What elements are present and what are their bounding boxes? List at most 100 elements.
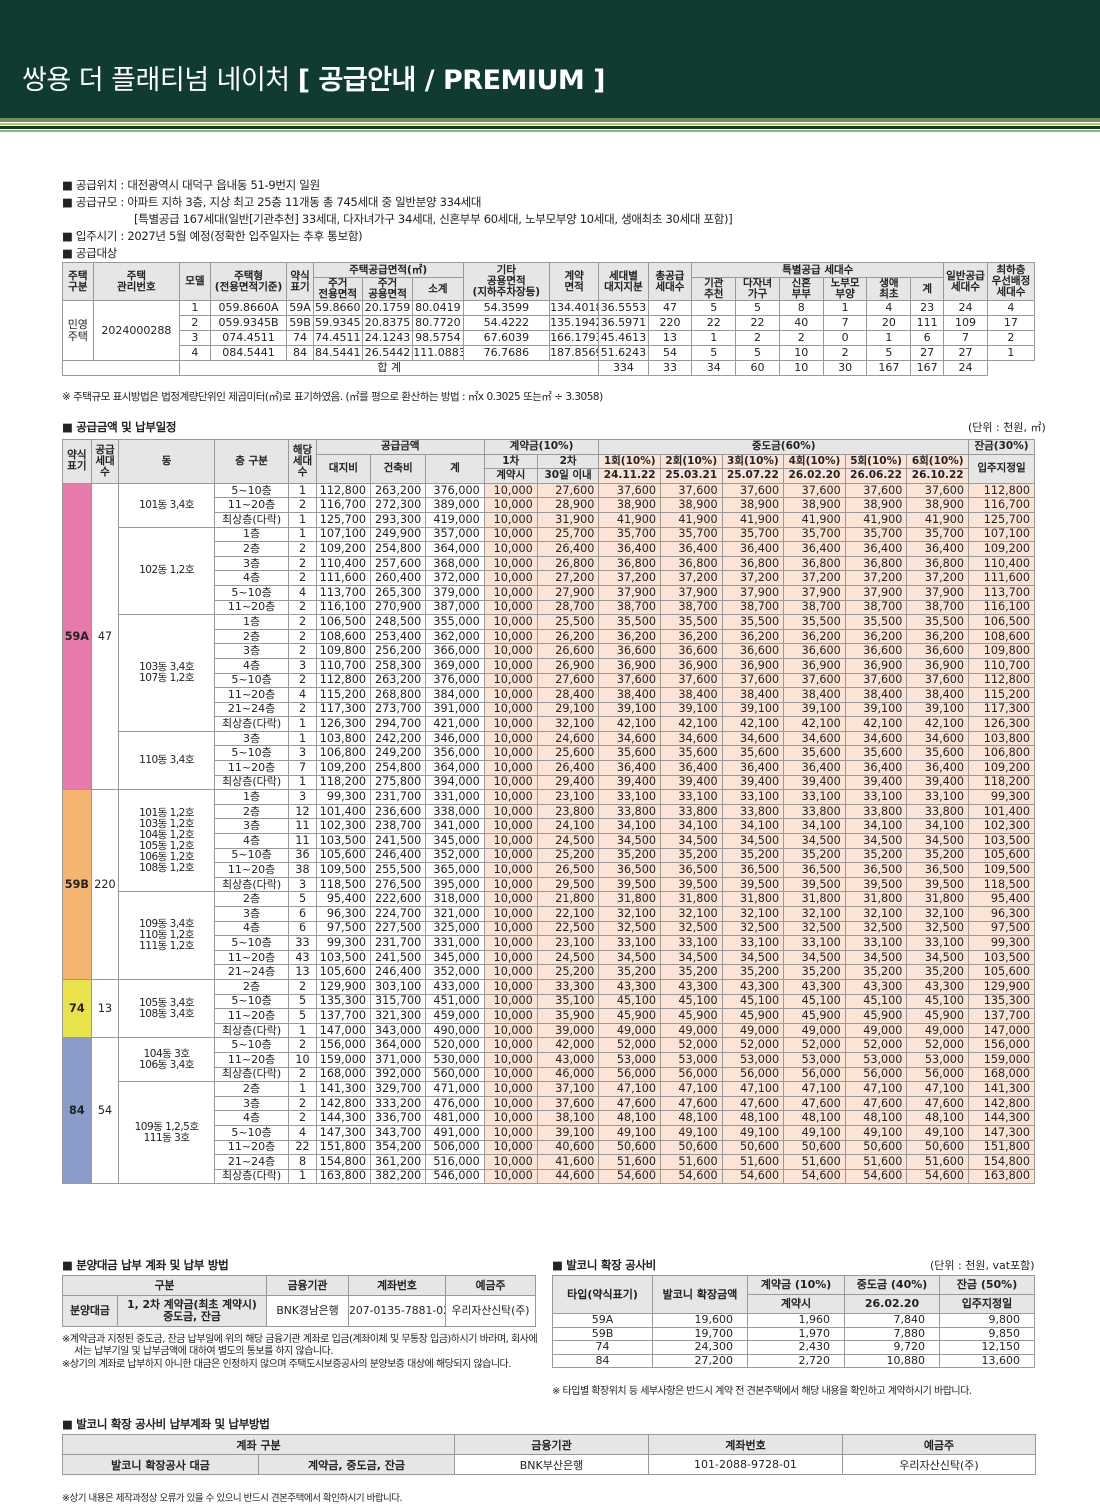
deposit-first: 10,000 xyxy=(483,774,538,791)
dong-cell: 110동 3,4호 xyxy=(118,730,215,791)
floor-cell: 3층 xyxy=(213,906,290,922)
floor-cell: 4층 xyxy=(213,570,290,586)
total-price: 379,000 xyxy=(425,584,485,601)
table-cell: 187.8569 xyxy=(549,345,600,361)
mid-payment: 32,500 xyxy=(906,920,969,937)
mid-payment: 39,100 xyxy=(598,701,661,718)
mid-payment: 32,100 xyxy=(844,906,908,922)
land-price: 118,500 xyxy=(315,876,372,893)
table-row: 74 24,300 2,430 9,720 12,150 xyxy=(552,1340,1035,1355)
mid-payment: 33,100 xyxy=(721,789,785,805)
building-price: 231,700 xyxy=(369,789,427,805)
mid-payment: 35,700 xyxy=(783,526,846,543)
land-price: 99,300 xyxy=(315,935,372,951)
floor-cell: 2층 xyxy=(213,1081,290,1097)
floor-cell: 4층 xyxy=(213,1110,290,1126)
mid-payment: 36,600 xyxy=(659,643,723,659)
table-row: 약식 표기 공급 세대 수 동 층 구분 해당 세대 수 공급금액 계약금(10%) 중도금(60%) 잔… xyxy=(62,439,1035,484)
building-price: 242,200 xyxy=(369,730,427,747)
table-row: 3 074.4511 74 74.4511 24.1243 98.5754 67.6039 1… xyxy=(63,330,1036,346)
land-price: 109,200 xyxy=(315,541,372,557)
balcony-type: 59A xyxy=(552,1313,653,1328)
table-row: 21~24층 13 105,600 246,400 352,000 10,000 25,20… xyxy=(63,964,1035,980)
mid-payment: 36,500 xyxy=(721,862,785,878)
household-count: 3 xyxy=(288,657,317,674)
table-cell: 5 xyxy=(866,345,912,361)
mid-payment: 37,600 xyxy=(659,482,723,499)
deposit-second: 26,400 xyxy=(536,541,600,557)
building-price: 315,700 xyxy=(369,993,427,1010)
land-price: 112,800 xyxy=(315,482,372,499)
header-bldg: 건축비 xyxy=(369,453,427,484)
mid-payment: 37,600 xyxy=(783,672,846,689)
header-subtotal: 소계 xyxy=(412,277,464,301)
header-m3: 3회(10%) xyxy=(721,453,785,470)
mid-payment: 36,900 xyxy=(906,657,969,674)
mid-payment: 47,100 xyxy=(906,1081,969,1097)
total-price: 366,000 xyxy=(425,643,485,659)
floor-cell: 5~10층 xyxy=(213,1037,290,1053)
deposit-second: 23,800 xyxy=(536,803,600,820)
table-row: 최상층(다락) 1 118,200 275,800 394,000 10,000 29,40… xyxy=(63,774,1035,791)
mid-payment: 49,000 xyxy=(783,1022,846,1039)
type-abbr: 59B xyxy=(62,789,92,980)
mid-payment: 52,000 xyxy=(783,1037,846,1053)
building-price: 272,300 xyxy=(369,497,427,513)
table-row: 59A 47 101동 3,4호 5~10층 1 112,800 263,200 376,00… xyxy=(62,482,1035,791)
balance-payment: 126,300 xyxy=(968,716,1035,732)
table-cell: 17 xyxy=(986,315,1036,331)
mid-payment: 34,600 xyxy=(844,730,908,747)
payment-table: 구분 금융기관 계좌번호 예금주 분양대금 1, 2차 계약금(최초 계약시) 중도금, 잔… xyxy=(62,1275,536,1327)
mid-payment: 35,600 xyxy=(721,745,785,762)
info-scale: ■ 공급규모 : 아파트 지하 3층, 지상 최고 25층 11개동 총 745… xyxy=(62,195,482,209)
building-price: 231,700 xyxy=(369,935,427,951)
floor-cell: 11~20층 xyxy=(213,1008,290,1024)
balcony-payment-table: 계좌 구분 금융기관 계좌번호 예금주 발코니 확장공사 대금 계약금, 중도금, 잔금 B… xyxy=(62,1434,1036,1475)
balance-payment: 144,300 xyxy=(968,1110,1035,1126)
mid-payment: 39,100 xyxy=(783,701,846,718)
mid-payment: 37,900 xyxy=(783,584,846,601)
header-d6: 26.10.22 xyxy=(906,468,969,484)
header-category: 구분 xyxy=(62,1275,267,1296)
header-dep-sub: 계약시 xyxy=(747,1294,845,1314)
table-cell: 7 xyxy=(822,315,868,331)
total-price: 357,000 xyxy=(425,526,485,543)
table-row: 분양대금 1, 2차 계약금(최초 계약시) 중도금, 잔금 BNK경남은행 207-0… xyxy=(62,1295,536,1327)
mid-payment: 34,100 xyxy=(659,818,723,835)
row-label: 발코니 확장공사 대금 xyxy=(62,1454,259,1475)
deposit-second: 42,000 xyxy=(536,1037,600,1053)
household-count: 2 xyxy=(288,570,317,586)
mid-payment: 47,100 xyxy=(659,1081,723,1097)
household-count: 2 xyxy=(288,1110,317,1126)
deposit-second: 35,900 xyxy=(536,1008,600,1024)
land-price: 118,200 xyxy=(315,774,372,791)
table-row: 11~20층 22 151,800 354,200 506,000 10,000 40,60… xyxy=(63,1139,1035,1156)
header-sp_sum: 계 xyxy=(910,277,945,301)
table-row: 최상층(다락) 1 163,800 382,200 546,000 10,000 44,60… xyxy=(63,1168,1035,1185)
mid-payment: 49,000 xyxy=(598,1022,661,1039)
header-mid: 중도금 (40%) xyxy=(844,1275,940,1295)
mid-payment: 36,500 xyxy=(906,862,969,878)
total-price: 491,000 xyxy=(425,1124,485,1141)
balance-payment: 137,700 xyxy=(968,1008,1035,1024)
mid-payment: 39,500 xyxy=(721,876,785,893)
table-row: 4층 2 144,300 336,700 481,000 10,000 38,100 48,1… xyxy=(63,1110,1035,1126)
total-price: 368,000 xyxy=(425,555,485,572)
balance-payment: 106,500 xyxy=(968,614,1035,630)
floor-cell: 4층 xyxy=(213,657,290,674)
mid-payment: 34,500 xyxy=(721,949,785,966)
mid-payment: 36,500 xyxy=(598,862,661,878)
total-price: 520,000 xyxy=(425,1037,485,1053)
balance-payment: 99,300 xyxy=(968,935,1035,951)
table-cell: 2 xyxy=(735,330,780,346)
deposit-first: 10,000 xyxy=(483,993,538,1010)
table-cell: 74 xyxy=(286,330,314,346)
deposit-first: 10,000 xyxy=(483,760,538,776)
table-cell: 111 xyxy=(910,315,945,331)
floor-cell: 최상층(다락) xyxy=(213,1066,290,1083)
balance-payment: 125,700 xyxy=(968,511,1035,528)
total-price: 546,000 xyxy=(425,1168,485,1185)
mid-payment: 34,500 xyxy=(844,949,908,966)
total-price: 364,000 xyxy=(425,760,485,776)
mid-payment: 39,500 xyxy=(844,876,908,893)
